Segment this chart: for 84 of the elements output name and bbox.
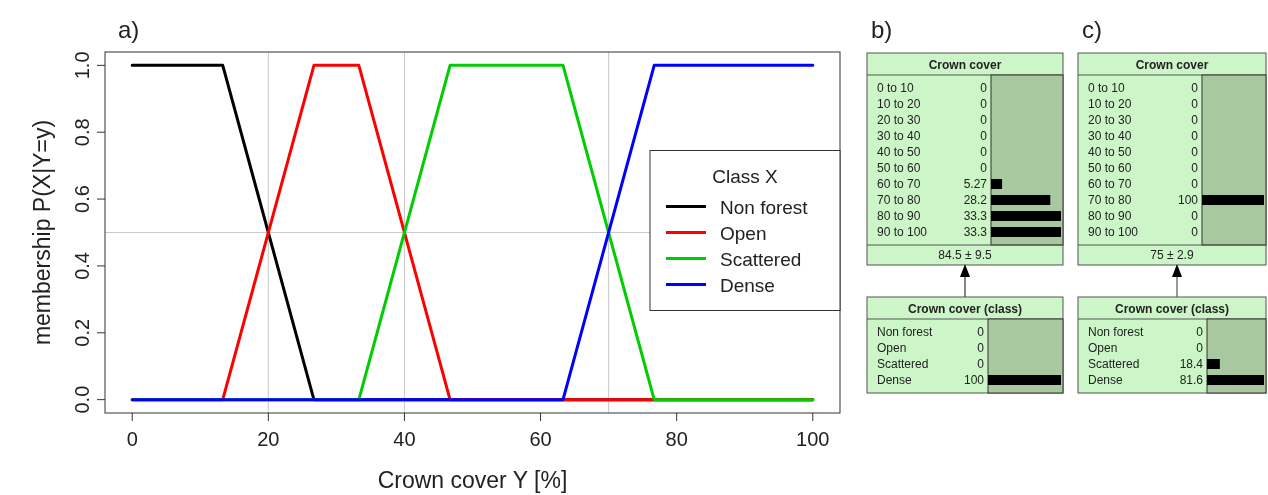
legend-label: Non forest bbox=[720, 196, 809, 218]
text: a) bbox=[118, 16, 140, 43]
y-tick-label: 80 to 90 bbox=[1088, 209, 1132, 223]
chart-title: Crown cover (class) bbox=[907, 302, 1023, 316]
data-label: 18.4 bbox=[1179, 357, 1204, 371]
y-tick-label: 40 to 50 bbox=[877, 145, 921, 159]
y-tick-label: Open bbox=[1088, 341, 1118, 355]
data-label: 0 bbox=[977, 357, 985, 371]
data-label: 0 bbox=[1191, 161, 1199, 175]
data-label: 0 bbox=[980, 161, 988, 175]
text: 84.5 ± 9.5 bbox=[938, 248, 992, 262]
data-label: 0 bbox=[1191, 129, 1199, 143]
y-tick-label: 90 to 100 bbox=[877, 225, 928, 239]
text: b) bbox=[871, 16, 893, 43]
data-label: 0 bbox=[1196, 341, 1204, 355]
data-label: 100 bbox=[963, 373, 985, 387]
y-tick-label: Non forest bbox=[877, 325, 934, 339]
y-tick-label: 80 to 90 bbox=[877, 209, 921, 223]
y-tick-label: Non forest bbox=[1088, 325, 1145, 339]
y-tick-label: 70 to 80 bbox=[877, 193, 921, 207]
y-tick-label: 20 to 30 bbox=[1088, 113, 1132, 127]
x-tick-label: 100 bbox=[796, 428, 830, 450]
legend-label: Scattered bbox=[720, 248, 802, 270]
y-tick-label: 20 to 30 bbox=[877, 113, 921, 127]
x-tick-label: 20 bbox=[257, 428, 280, 450]
legend-title: Class X bbox=[712, 165, 779, 187]
chart-title: Crown cover bbox=[928, 58, 1002, 72]
x-tick-label: 80 bbox=[665, 428, 688, 450]
x-tick-label: 60 bbox=[529, 428, 552, 450]
chart-title: Crown cover bbox=[1135, 58, 1209, 72]
data-label: 0 bbox=[1191, 113, 1199, 127]
y-tick-label: 10 to 20 bbox=[1088, 97, 1132, 111]
y-tick-label: 30 to 40 bbox=[1088, 129, 1132, 143]
y-tick-label: 0.0 bbox=[71, 385, 93, 414]
data-label: 81.6 bbox=[1179, 373, 1204, 387]
y-tick-label: 60 to 70 bbox=[877, 177, 921, 191]
data-label: 0 bbox=[1191, 97, 1199, 111]
legend-label: Dense bbox=[720, 274, 775, 296]
y-tick-label: 0.4 bbox=[71, 252, 93, 280]
y-tick-label: 10 to 20 bbox=[877, 97, 921, 111]
data-label: 33.3 bbox=[963, 225, 988, 239]
y-tick-label: 70 to 80 bbox=[1088, 193, 1132, 207]
data-label: 0 bbox=[1191, 177, 1199, 191]
data-label: 28.2 bbox=[963, 193, 988, 207]
y-tick-label: 1.0 bbox=[71, 51, 93, 80]
data-label: 0 bbox=[977, 341, 985, 355]
data-label: 33.3 bbox=[963, 209, 988, 223]
y-tick-label: 0 to 10 bbox=[877, 81, 915, 95]
y-tick-label: 90 to 100 bbox=[1088, 225, 1139, 239]
data-label: 0 bbox=[1191, 81, 1199, 95]
chart-title: Crown cover (class) bbox=[1114, 302, 1230, 316]
y-axis-title: membership P(X|Y=y) bbox=[29, 119, 55, 346]
y-tick-label: 0.2 bbox=[71, 318, 93, 347]
y-tick-label: 40 to 50 bbox=[1088, 145, 1132, 159]
y-tick-label: 0.6 bbox=[71, 185, 93, 213]
x-tick-label: 40 bbox=[393, 428, 416, 450]
text: 75 ± 2.9 bbox=[1150, 248, 1194, 262]
text: c) bbox=[1082, 16, 1102, 43]
data-label: 5.27 bbox=[963, 177, 988, 191]
y-tick-label: 60 to 70 bbox=[1088, 177, 1132, 191]
data-label: 0 bbox=[980, 81, 988, 95]
y-tick-label: 50 to 60 bbox=[877, 161, 921, 175]
y-tick-label: Dense bbox=[1088, 373, 1124, 387]
data-label: 0 bbox=[1191, 209, 1199, 223]
data-label: 0 bbox=[980, 145, 988, 159]
y-tick-label: 30 to 40 bbox=[877, 129, 921, 143]
y-tick-label: Dense bbox=[877, 373, 913, 387]
data-label: 100 bbox=[1177, 193, 1199, 207]
data-label: 0 bbox=[1196, 325, 1204, 339]
x-axis-title: Crown cover Y [%] bbox=[377, 467, 568, 493]
x-tick-label: 0 bbox=[126, 428, 138, 450]
data-label: 0 bbox=[980, 113, 988, 127]
data-label: 0 bbox=[1191, 225, 1199, 239]
y-tick-label: 0.8 bbox=[71, 118, 93, 147]
y-tick-label: 50 to 60 bbox=[1088, 161, 1132, 175]
y-tick-label: Scattered bbox=[877, 357, 929, 371]
legend-label: Open bbox=[720, 222, 767, 244]
data-label: 0 bbox=[980, 129, 988, 143]
y-tick-label: Open bbox=[877, 341, 907, 355]
data-label: 0 bbox=[1191, 145, 1199, 159]
y-tick-label: 0 to 10 bbox=[1088, 81, 1126, 95]
data-label: 0 bbox=[977, 325, 985, 339]
data-label: 0 bbox=[980, 97, 988, 111]
y-tick-label: Scattered bbox=[1088, 357, 1140, 371]
